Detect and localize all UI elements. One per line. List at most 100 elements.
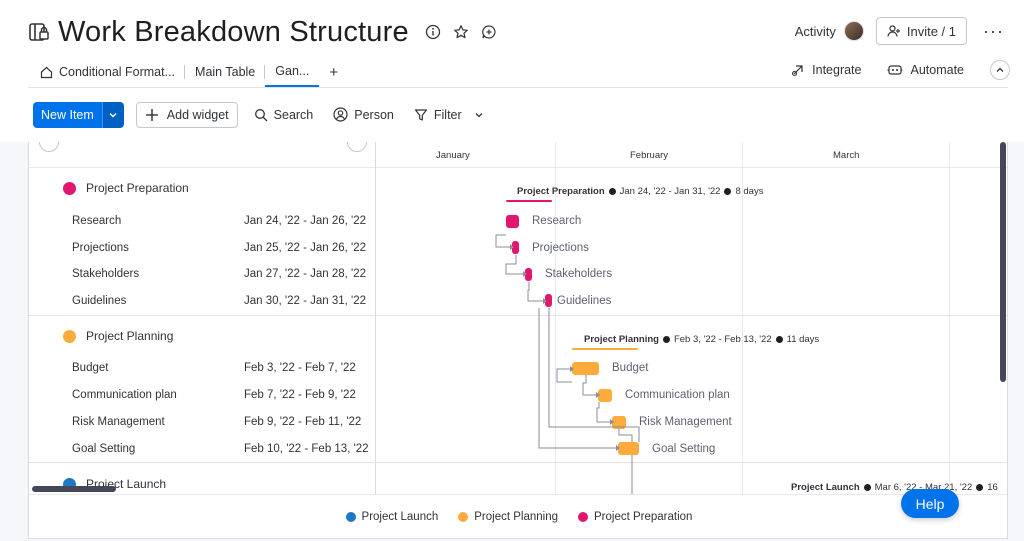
gridline (742, 142, 743, 494)
add-widget-button[interactable]: Add widget (135, 101, 238, 128)
group-separator (29, 462, 1007, 463)
tab-gantt[interactable]: Gan... (265, 57, 320, 87)
title-row: Work Breakdown Structure (28, 12, 497, 52)
star-icon[interactable] (453, 24, 469, 40)
search-button[interactable]: Search (250, 108, 318, 122)
legend-item-project-launch[interactable]: Project Launch (345, 511, 438, 523)
robot-icon (887, 65, 903, 75)
item-dates[interactable]: Feb 7, '22 - Feb 9, '22 (244, 389, 356, 401)
chevron-down-icon (109, 112, 117, 117)
item-dates[interactable]: Jan 30, '22 - Jan 31, '22 (244, 295, 367, 307)
more-options-icon[interactable]: ··· (983, 20, 1004, 41)
summary-separator-dot (775, 336, 783, 343)
summary-separator-dot (863, 484, 871, 491)
month-february: February (630, 150, 669, 161)
filter-button[interactable]: Filter (410, 108, 488, 122)
gantt-bar-budget[interactable] (572, 362, 599, 375)
search-label: Search (273, 107, 314, 122)
gantt-bar-label: Risk Management (639, 416, 732, 428)
horizontal-scrollbar[interactable] (32, 486, 116, 492)
gantt-bar-goal-setting[interactable] (618, 442, 639, 455)
tab-label: Gan... (275, 64, 310, 78)
gantt-bar-risk-management[interactable] (612, 416, 626, 429)
month-january: January (436, 150, 470, 161)
summary-dates: Mar 6, '22 - Mar 21, '22 (874, 482, 973, 493)
gantt-bar-guidelines[interactable] (545, 294, 552, 307)
integrate-button[interactable]: Integrate (791, 63, 861, 77)
tab-conditional-format[interactable]: Conditional Format... (30, 57, 186, 87)
summary-name: Project Planning (584, 334, 659, 345)
item-dates[interactable]: Jan 25, '22 - Jan 26, '22 (244, 242, 367, 254)
board-lock-icon (29, 23, 49, 41)
group-summary-project-launch[interactable]: Project Launch Mar 6, '22 - Mar 21, '22 … (791, 482, 998, 493)
summary-name: Project Preparation (517, 186, 605, 197)
filter-label: Filter (433, 107, 462, 122)
page-title[interactable]: Work Breakdown Structure (58, 15, 409, 48)
gridline (949, 142, 950, 494)
gantt-view: January February March Project Preparati… (28, 142, 1008, 539)
collapse-header-button[interactable] (990, 60, 1010, 80)
plus-icon (145, 108, 158, 121)
view-tabs: Conditional Format... Main Table Gan... … (30, 57, 348, 87)
chevron-down-icon[interactable] (474, 110, 484, 120)
legend: Project Launch Project Planning Project … (29, 494, 1007, 538)
gantt-bar-label: Budget (612, 362, 649, 374)
gantt-bar-stakeholders[interactable] (525, 268, 532, 281)
gantt-bar-label: Guidelines (557, 295, 612, 307)
tab-label: Main Table (195, 65, 256, 79)
help-button[interactable]: Help (901, 489, 959, 518)
info-icon[interactable] (425, 24, 441, 40)
item-name[interactable]: Communication plan (72, 389, 177, 401)
add-view-button[interactable]: + (319, 57, 348, 87)
legend-label: Project Preparation (594, 511, 693, 523)
legend-item-project-planning[interactable]: Project Planning (458, 511, 558, 523)
new-item-dropdown[interactable] (101, 101, 124, 128)
item-name[interactable]: Research (72, 215, 122, 227)
automate-button[interactable]: Automate (887, 63, 964, 77)
item-name[interactable]: Budget (72, 362, 109, 374)
group-summary-bar (572, 348, 638, 350)
item-dates[interactable]: Feb 10, '22 - Feb 13, '22 (244, 443, 369, 455)
avatar (843, 21, 864, 41)
gantt-bar-label: Research (532, 215, 582, 227)
gantt-bar-projections[interactable] (512, 241, 519, 254)
filter-icon (414, 108, 427, 121)
item-dates[interactable]: Feb 3, '22 - Feb 7, '22 (244, 362, 356, 374)
gantt-bar-research[interactable] (506, 215, 519, 228)
item-name[interactable]: Guidelines (72, 295, 127, 307)
summary-dates: Jan 24, '22 - Jan 31, '22 (619, 186, 721, 197)
group-summary-project-preparation[interactable]: Project Preparation Jan 24, '22 - Jan 31… (517, 186, 763, 197)
activity-button[interactable]: Activity (795, 21, 864, 41)
item-dates[interactable]: Jan 24, '22 - Jan 26, '22 (244, 215, 367, 227)
item-dates[interactable]: Jan 27, '22 - Jan 28, '22 (244, 268, 367, 280)
item-name[interactable]: Stakeholders (72, 268, 140, 280)
tab-main-table[interactable]: Main Table (185, 57, 266, 87)
summary-duration: 11 days (786, 334, 820, 345)
group-name: Project Preparation (86, 181, 189, 195)
chat-icon[interactable] (481, 24, 497, 40)
summary-name: Project Launch (791, 482, 860, 493)
summary-separator-dot (724, 188, 732, 195)
item-name[interactable]: Goal Setting (72, 443, 136, 455)
person-filter-button[interactable]: Person (329, 107, 398, 122)
group-header-project-preparation[interactable]: Project Preparation (63, 181, 189, 195)
vertical-scrollbar[interactable] (1000, 142, 1006, 382)
automate-label: Automate (910, 63, 964, 77)
item-dates[interactable]: Feb 9, '22 - Feb 11, '22 (244, 416, 362, 428)
search-icon (254, 108, 268, 121)
plus-icon: + (329, 63, 339, 81)
item-name[interactable]: Projections (72, 242, 129, 254)
gantt-bar-label: Stakeholders (545, 268, 613, 280)
item-name[interactable]: Risk Management (72, 416, 165, 428)
group-header-project-planning[interactable]: Project Planning (63, 329, 173, 343)
group-color-dot (63, 329, 76, 343)
gantt-bar-communication-plan[interactable] (598, 389, 612, 402)
new-item-label[interactable]: New Item (33, 101, 102, 128)
board-header: Work Breakdown Structure Activity Invite… (0, 0, 1024, 142)
left-pane-header (29, 142, 376, 168)
integrate-icon (792, 65, 803, 77)
group-summary-project-planning[interactable]: Project Planning Feb 3, '22 - Feb 13, '2… (584, 334, 819, 345)
new-item-button[interactable]: New Item (33, 101, 124, 128)
invite-button[interactable]: Invite / 1 (875, 17, 968, 45)
legend-item-project-preparation[interactable]: Project Preparation (578, 511, 692, 523)
